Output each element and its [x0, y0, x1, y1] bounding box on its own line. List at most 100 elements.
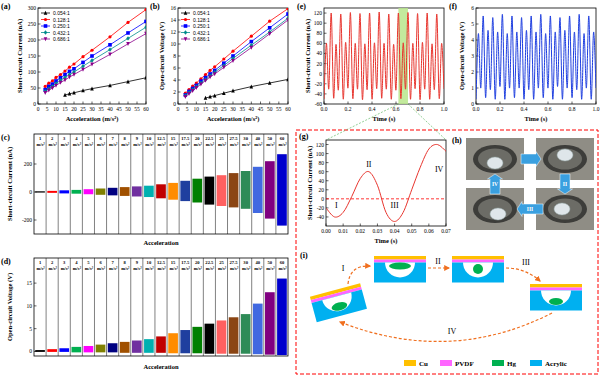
y-tick-label: 200 — [28, 37, 37, 43]
category-label: 20 m/s² — [193, 136, 203, 147]
category-separator — [94, 258, 95, 356]
y-tick — [38, 8, 41, 9]
data-point — [231, 50, 234, 53]
category-label-line: m/s² — [265, 266, 275, 271]
data-point — [108, 47, 112, 51]
y-tick — [178, 8, 181, 9]
x-tick — [278, 102, 279, 105]
category-label-line: m/s² — [241, 142, 251, 147]
cavity — [385, 263, 415, 278]
category-separator — [239, 258, 240, 356]
category-separator — [58, 134, 59, 234]
category-label: 40 m/s² — [253, 260, 263, 271]
category-label-line: 50 — [268, 136, 273, 141]
annotation: I — [335, 201, 338, 210]
y-tick-label: 16 — [171, 5, 177, 11]
figure: 0510152025303540455055600501001502002503… — [0, 0, 600, 376]
category-label: 9 m/s² — [132, 136, 142, 147]
category-label-line: 8 — [124, 260, 127, 265]
data-point — [231, 59, 235, 63]
x-tick — [214, 102, 215, 105]
data-point — [126, 31, 130, 35]
signal-envelope — [277, 154, 287, 225]
flow-arrow — [340, 313, 552, 341]
y-tick-label: 100 — [316, 151, 325, 157]
x-tick — [288, 102, 289, 105]
annotation: II — [366, 160, 372, 169]
data-point — [144, 25, 146, 29]
y-tick-label: 5 — [471, 21, 474, 27]
y-tick — [476, 8, 479, 9]
data-point — [108, 83, 112, 87]
category-label: 27.5 m/s² — [229, 136, 239, 147]
signal-envelope — [108, 188, 118, 196]
category-label-line: 27.5 — [230, 136, 239, 141]
data-point — [204, 73, 207, 76]
photo-bg — [466, 188, 524, 230]
x-tick — [128, 102, 129, 105]
y-axis-title: Short-circuit Current (nA) — [304, 19, 312, 93]
category-label-line: 20 — [195, 260, 200, 265]
plot-area — [43, 8, 146, 97]
category-label: 5 m/s² — [84, 260, 94, 271]
legend-label: Cu — [419, 360, 428, 368]
legend-marker — [44, 37, 48, 41]
x-tick-label: 0.02 — [355, 228, 365, 234]
category-label-line: m/s² — [60, 266, 70, 271]
signal-envelope — [96, 189, 106, 195]
category-separator — [275, 258, 276, 356]
data-point — [90, 86, 94, 90]
process-arrow-shape — [521, 152, 541, 167]
data-point — [213, 72, 217, 76]
x-tick — [444, 102, 445, 105]
category-label-line: 15 — [171, 136, 176, 141]
x-tick — [119, 102, 120, 105]
x-tick — [251, 102, 252, 105]
x-tick — [146, 102, 147, 105]
category-label-line: 22.5 — [205, 260, 214, 265]
cu-layer — [530, 284, 582, 288]
y-tick-label: 2 — [173, 89, 176, 95]
x-tick-label: 0.07 — [441, 228, 451, 234]
x-tick — [396, 102, 397, 105]
category-label: 15 m/s² — [168, 260, 178, 271]
photo-cavity — [478, 199, 512, 220]
category-label-line: m/s² — [35, 266, 45, 271]
x-tick — [428, 224, 429, 227]
x-tick-label: 0.6 — [393, 106, 400, 112]
category-label-line: m/s² — [253, 142, 263, 147]
y-axis-title: Open-circuit Voltage (V) — [458, 22, 466, 90]
signal-envelope — [192, 327, 202, 353]
signal-envelope — [47, 349, 57, 352]
x-tick — [411, 224, 412, 227]
y-tick-label: 12 — [171, 29, 177, 35]
x-tick-label: 40 — [249, 106, 255, 112]
data-point — [286, 18, 288, 22]
legend-label: PVDF — [455, 360, 474, 368]
category-separator — [215, 134, 216, 234]
y-tick-label: 10 — [171, 41, 177, 47]
arrow-label: III — [527, 206, 533, 212]
category-label-line: m/s² — [96, 142, 106, 147]
x-tick — [38, 102, 39, 105]
category-label-line: 17.5 — [181, 136, 190, 141]
y-tick-label: 300 — [28, 5, 37, 11]
category-label: 10 m/s² — [144, 136, 154, 147]
y-axis-title: Short-circuit Current (nA) — [6, 147, 14, 221]
data-point — [286, 77, 288, 81]
y-tick — [326, 216, 329, 217]
y-tick-label: 4 — [471, 37, 474, 43]
category-separator — [263, 134, 264, 234]
y-tick — [326, 162, 329, 163]
legend-label: 0.250:1 — [193, 23, 210, 29]
y-tick-label: 0 — [321, 196, 324, 202]
legend-label: Acrylic — [545, 360, 567, 368]
process-arrow-shape — [517, 202, 543, 217]
category-label-line: 3 — [63, 260, 66, 265]
category-label-line: 1 — [39, 260, 42, 265]
y-tick — [178, 20, 181, 21]
legend-marker — [184, 30, 188, 34]
category-label-line: 12.5 — [157, 136, 166, 141]
signal-envelope — [205, 324, 215, 354]
category-label: 5 m/s² — [84, 136, 94, 147]
